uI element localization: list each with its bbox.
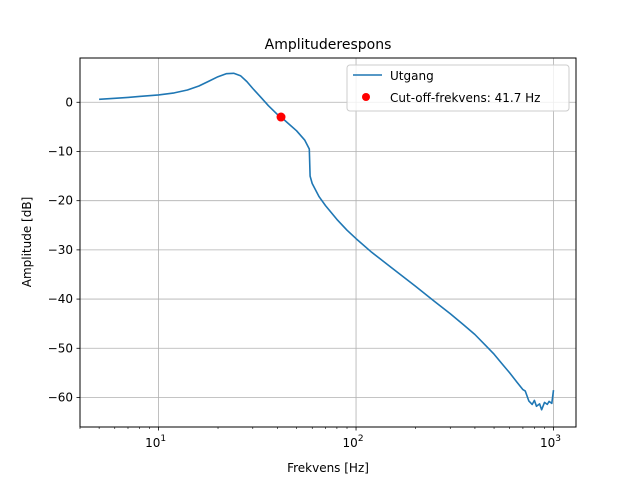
grid (80, 58, 576, 427)
y-axis-label: Amplitude [dB] (20, 197, 34, 288)
y-tick-label: −50 (48, 341, 73, 355)
y-tick-label: −20 (48, 194, 73, 208)
series-layer (99, 72, 555, 411)
legend-box (346, 64, 570, 112)
chart-title: Amplituderespons (265, 37, 392, 53)
y-tick-label: −10 (48, 144, 73, 158)
legend-label-cutoff: Cut-off-frekvens: 41.7 Hz (390, 91, 540, 105)
series-line-output (99, 72, 555, 411)
y-tick-label: −60 (48, 390, 73, 404)
y-tick-label: 0 (65, 95, 73, 109)
y-tick-label: −40 (48, 292, 73, 306)
y-tick-label: −30 (48, 243, 73, 257)
plot-frame (79, 57, 577, 428)
legend: Utgang Cut-off-frekvens: 41.7 Hz (346, 64, 570, 112)
legend-marker-icon (362, 93, 370, 101)
legend-label-output: Utgang (390, 69, 434, 83)
cutoff-point (276, 112, 286, 122)
x-axis-label: Frekvens [Hz] (287, 461, 369, 475)
